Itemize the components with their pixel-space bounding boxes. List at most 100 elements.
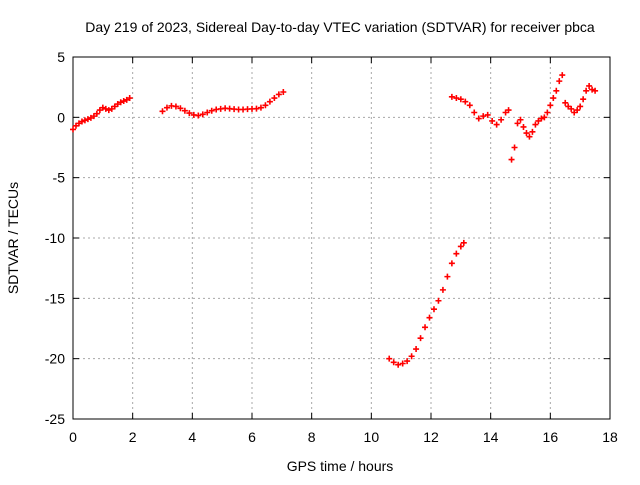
y-tick-label: 0 bbox=[57, 109, 65, 125]
data-point bbox=[544, 109, 551, 116]
data-point bbox=[408, 353, 415, 360]
data-point bbox=[430, 306, 437, 313]
data-point bbox=[126, 95, 133, 102]
data-point bbox=[457, 96, 464, 103]
data-series-3 bbox=[386, 239, 467, 368]
data-point bbox=[453, 95, 460, 102]
data-point bbox=[390, 359, 397, 366]
data-point bbox=[439, 286, 446, 293]
data-point bbox=[457, 243, 464, 250]
data-point bbox=[426, 314, 433, 321]
data-series-4 bbox=[448, 72, 599, 163]
grid-layer bbox=[73, 57, 610, 419]
data-point bbox=[592, 87, 599, 94]
data-point bbox=[204, 109, 211, 116]
data-point bbox=[208, 107, 215, 114]
data-point bbox=[550, 95, 557, 102]
data-point bbox=[559, 72, 566, 79]
y-tick-label: -10 bbox=[45, 230, 65, 246]
data-point bbox=[556, 78, 563, 85]
y-tick-label: -20 bbox=[45, 351, 65, 367]
data-point bbox=[471, 109, 478, 116]
data-point bbox=[120, 98, 127, 105]
data-point bbox=[508, 156, 515, 163]
x-axis-label: GPS time / hours bbox=[287, 458, 394, 474]
x-tick-label: 0 bbox=[69, 429, 77, 445]
data-point bbox=[466, 102, 473, 109]
x-tick-label: 6 bbox=[248, 429, 256, 445]
data-point bbox=[547, 102, 554, 109]
data-point bbox=[195, 112, 202, 119]
data-point bbox=[523, 130, 530, 137]
data-point bbox=[577, 103, 584, 110]
data-point bbox=[404, 358, 411, 365]
x-tick-label: 18 bbox=[602, 429, 618, 445]
data-point bbox=[475, 115, 482, 122]
data-point bbox=[280, 88, 287, 95]
data-point bbox=[568, 105, 575, 112]
data-point bbox=[517, 116, 524, 123]
data-point bbox=[413, 346, 420, 353]
y-tick-label: 5 bbox=[57, 49, 65, 65]
data-point bbox=[102, 105, 109, 112]
data-point bbox=[271, 95, 278, 102]
x-tick-label: 4 bbox=[188, 429, 196, 445]
data-point bbox=[511, 144, 518, 151]
data-point bbox=[460, 239, 467, 246]
data-point bbox=[526, 133, 533, 140]
data-point bbox=[81, 117, 88, 124]
data-point bbox=[105, 107, 112, 114]
axis-layer: 0 2 4 6 8 10 12 14 16 18 -25 -20 -15 -10 -5 0 5 bbox=[45, 49, 618, 445]
data-point bbox=[448, 260, 455, 267]
data-point bbox=[275, 91, 282, 98]
data-point bbox=[448, 93, 455, 100]
data-point bbox=[541, 114, 548, 121]
data-point bbox=[386, 355, 393, 362]
data-point bbox=[163, 104, 170, 111]
data-point bbox=[417, 335, 424, 342]
x-tick-label: 14 bbox=[483, 429, 499, 445]
data-point bbox=[489, 117, 496, 124]
data-point bbox=[266, 98, 273, 105]
data-point bbox=[586, 82, 593, 89]
data-point bbox=[520, 123, 527, 130]
y-tick-label: -25 bbox=[45, 411, 65, 427]
x-tick-label: 2 bbox=[129, 429, 137, 445]
x-tick-label: 16 bbox=[543, 429, 559, 445]
data-point bbox=[480, 113, 487, 120]
data-series-2 bbox=[159, 88, 287, 119]
data-point bbox=[262, 102, 269, 109]
data-point bbox=[186, 110, 193, 117]
y-axis-label: SDTVAR / TECUs bbox=[5, 182, 21, 294]
data-point bbox=[583, 87, 590, 94]
data-point bbox=[589, 86, 596, 93]
data-point bbox=[484, 111, 491, 118]
x-tick-label: 10 bbox=[364, 429, 380, 445]
data-point bbox=[399, 360, 406, 367]
data-point bbox=[574, 107, 581, 114]
data-point bbox=[93, 110, 100, 117]
data-point bbox=[453, 250, 460, 257]
data-point bbox=[257, 104, 264, 111]
data-point bbox=[462, 98, 469, 105]
data-point bbox=[159, 108, 166, 115]
data-point bbox=[532, 121, 539, 128]
data-point bbox=[580, 96, 587, 103]
y-tick-label: -5 bbox=[53, 170, 66, 186]
x-tick-label: 12 bbox=[423, 429, 439, 445]
data-point bbox=[505, 107, 512, 114]
x-tick-label: 8 bbox=[308, 429, 316, 445]
data-point bbox=[181, 107, 188, 114]
data-point bbox=[172, 103, 179, 110]
data-point bbox=[177, 105, 184, 112]
data-point bbox=[395, 361, 402, 368]
marks-layer bbox=[70, 72, 599, 368]
data-point bbox=[562, 99, 569, 106]
y-tick-label: -15 bbox=[45, 290, 65, 306]
data-point bbox=[529, 128, 536, 135]
data-point bbox=[84, 116, 91, 123]
data-point bbox=[553, 87, 560, 94]
chart-title: Day 219 of 2023, Sidereal Day-to-day VTE… bbox=[85, 19, 595, 35]
